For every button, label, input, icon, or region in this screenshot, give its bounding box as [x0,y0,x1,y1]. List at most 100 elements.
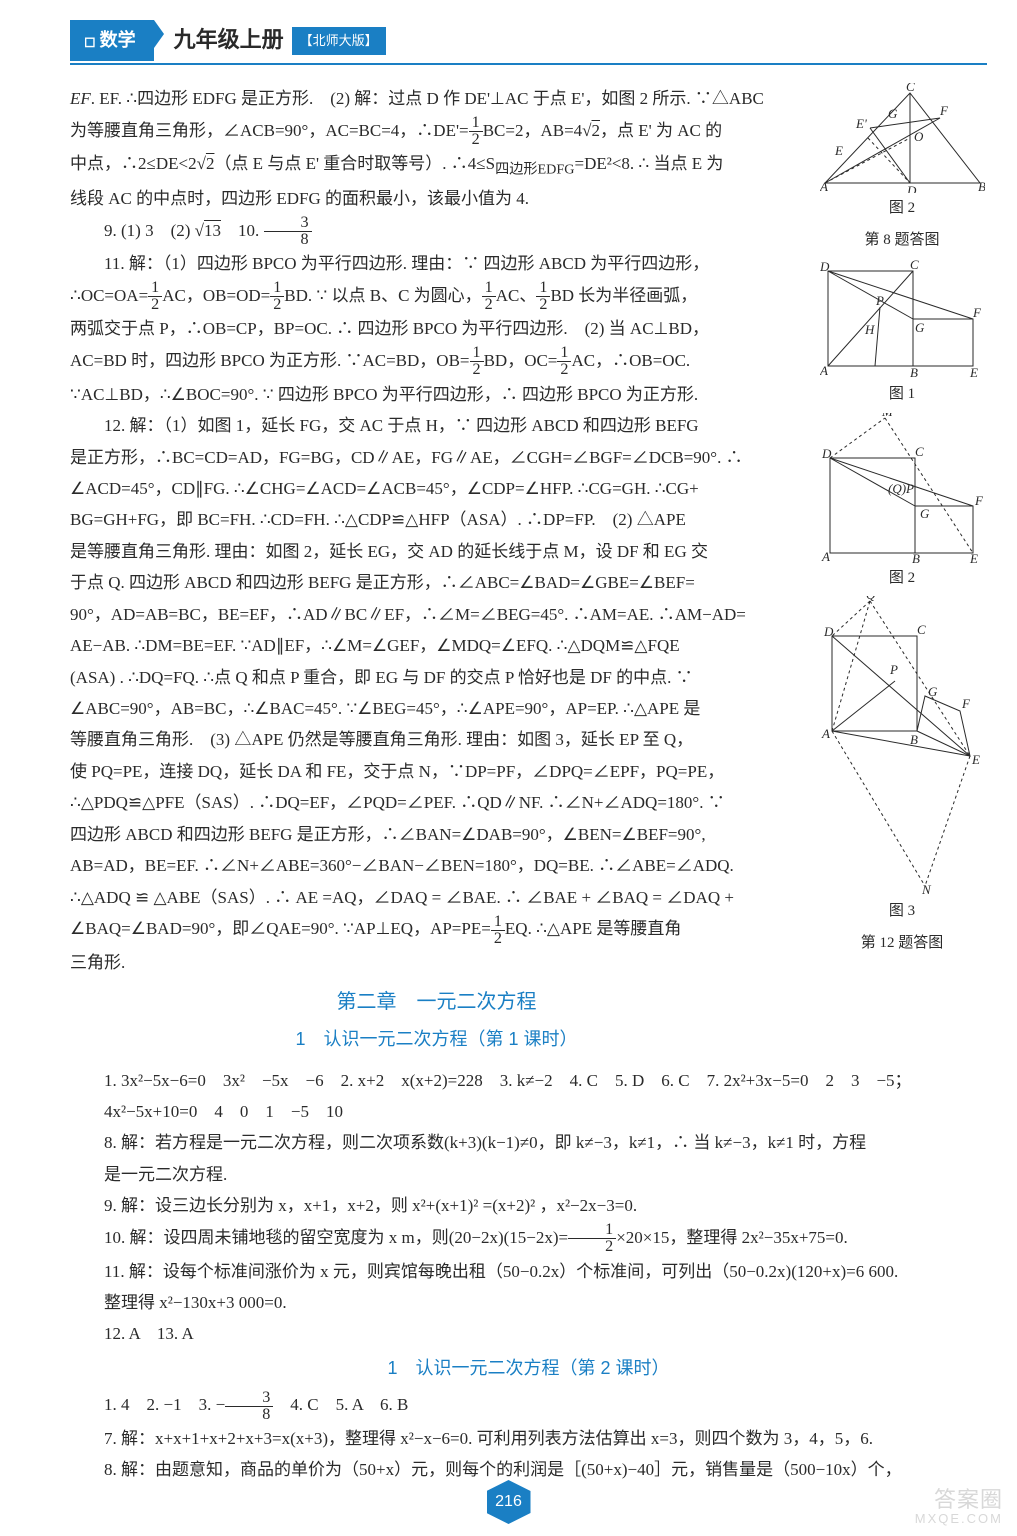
figures-column: AB CD E'E FO G 图 2 第 8 题答图 AB CD EF [817,83,987,1060]
t: EQ. ∴△APE 是等腰直角 [505,919,681,938]
figure-2a: AB CD E'E FO G [820,83,985,193]
svg-text:C: C [906,83,915,94]
grade-title: 九年级上册 [174,20,284,61]
svg-text:O: O [914,129,924,144]
t: 1. 4 2. −1 3. − [104,1395,225,1414]
frac: 38 [264,215,312,248]
para: AB=AD，BE=EF. ∴∠N+∠ABE=360°−∠BAN−∠BEN=180… [70,850,803,881]
svg-text:F: F [961,696,971,711]
svg-text:A: A [820,179,828,193]
svg-text:A: A [821,549,830,563]
frac: 38 [225,1390,273,1423]
svg-text:B: B [910,365,918,379]
svg-text:N: N [921,882,932,896]
fig-label: 图 1 [817,381,987,409]
frac: 12 [270,280,284,313]
t: BD 长为半径画弧， [550,286,697,305]
para: 9. (1) 3 (2) √13 10. 38 [70,215,803,249]
watermark-main: 答案圈 [915,1488,1003,1512]
svg-text:A: A [821,726,830,741]
section-title-2: 1 认识一元二次方程（第 2 课时） [70,1352,987,1385]
svg-text:F: F [939,103,949,118]
svg-text:G: G [888,106,898,121]
para: 使 PQ=PE，连接 DQ，延长 DA 和 FE，交于点 N，∵DP=PF，∠D… [70,756,803,787]
fig-label: 图 2 [817,195,987,223]
figure-2b: AB CD EF GM (Q)P [820,413,985,563]
para: (ASA) . ∴DQ=FQ. ∴点 Q 和点 P 重合，即 EG 与 DF 的… [70,662,803,693]
frac: 12 [482,280,496,313]
para: 10. 解：设四周未铺地毯的留空宽度为 x m，则(20−2x)(15−2x)=… [70,1222,987,1256]
frac: 12 [557,345,571,378]
para: 是等腰直角三角形. 理由：如图 2，延长 EG，交 AD 的延长线于点 M，设 … [70,536,803,567]
para: ∠ABC=90°，AB=BC，∴∠BAC=45°. ∵∠BEG=45°，∴∠AP… [70,693,803,724]
t: BC=2，AB=4 [483,121,582,140]
page-header: 数学 九年级上册 【北师大版】 [70,20,987,65]
fig-label: 第 8 题答图 [817,227,987,255]
t: 9. (1) 3 (2) [104,221,195,240]
text-column: EF. EF. ∴四边形 EDFG 是正方形. (2) 解：过点 D 作 DE'… [70,83,803,1060]
frac: 12 [469,115,483,148]
para: ∴△ADQ ≌ △ABE（SAS）. ∴ AE =AQ，∠DAQ = ∠BAE.… [70,882,803,913]
svg-text:M: M [881,413,894,419]
para: 8. 解：若方程是一元二次方程，则二次项系数(k+3)(k−1)≠0，即 k≠−… [70,1127,987,1158]
svg-text:C: C [915,444,924,459]
frac: 12 [148,280,162,313]
para: BG=GH+FG，即 BC=FH. ∴CD=FH. ∴△CDP≌△HFP（ASA… [70,504,803,535]
fig-label: 第 12 题答图 [817,930,987,958]
para: 11. 解：设每个标准间涨价为 x 元，则宾馆每晚出租（50−0.2x）个标准间… [70,1256,987,1287]
frac: 12 [536,280,550,313]
subject-tag: 数学 [70,20,154,61]
svg-text:C: C [917,622,926,637]
para: 四边形 ABCD 和四边形 BEFG 是正方形，∴∠BAN=∠DAB=90°，∠… [70,819,803,850]
t: BD. ∵ 以点 B、C 为圆心， [284,286,481,305]
fig-label: 图 3 [817,898,987,926]
svg-text:G: G [915,320,925,335]
t: 中点，∴2≤DE<2 [70,154,197,173]
para: 两弧交于点 P，∴OB=CP，BP=OC. ∴ 四边形 BPCO 为平行四边形.… [70,313,803,344]
para: AC=BD 时，四边形 BPCO 为正方形. ∵AC=BD，OB=12BD，OC… [70,345,803,379]
svg-text:E': E' [855,116,867,131]
para: 1. 3x²−5x−6=0 3x² −5x −6 2. x+2 x(x+2)=2… [70,1065,987,1096]
t: （点 E 与点 E' 重合时取等号）. ∴4≤S [214,154,495,173]
para: 于点 Q. 四边形 ABCD 和四边形 BEFG 是正方形，∴∠ABC=∠BAD… [70,567,803,598]
svg-text:D: D [823,624,834,639]
svg-text:D: D [821,446,832,461]
sub: 四边形EDFG [495,162,574,178]
svg-text:(Q)P: (Q)P [888,481,914,496]
t: 4. C 5. A 6. B [273,1395,408,1414]
svg-text:G: G [920,506,930,521]
para: 12. 解：（1）如图 1，延长 FG，交 AC 于点 H，∵ 四边形 ABCD… [70,410,803,441]
svg-text:E: E [969,365,978,379]
para: 4x²−5x+10=0 4 0 1 −5 10 [70,1096,987,1127]
t: 10. [221,221,264,240]
t: 10. 解：设四周未铺地毯的留空宽度为 x m，则(20−2x)(15−2x)= [104,1228,568,1247]
para: 线段 AC 的中点时，四边形 EDFG 的面积最小，该最小值为 4. [70,183,803,214]
t: AC，∴OB=OC. [571,351,690,370]
bottom-section-1: 1. 3x²−5x−6=0 3x² −5x −6 2. x+2 x(x+2)=2… [70,1065,987,1486]
t: 为等腰直角三角形，∠ACB=90°，AC=BC=4，∴DE'= [70,121,469,140]
para: 7. 解：x+x+1+x+2+x+3=x(x+3)，整理得 x²−x−6=0. … [70,1423,987,1454]
figure-1: AB CD EF GH P [820,259,985,379]
t: AC=BD 时，四边形 BPCO 为正方形. ∵AC=BD，OB= [70,351,470,370]
para: ∵AC⊥BD，∴∠BOC=90°. ∵ 四边形 BPCO 为平行四边形，∴ 四边… [70,379,803,410]
svg-text:E: E [834,143,843,158]
para: 为等腰直角三角形，∠ACB=90°，AC=BC=4，∴DE'=12BC=2，AB… [70,115,803,149]
para: 等腰直角三角形. (3) △APE 仍然是等腰直角三角形. 理由：如图 3，延长… [70,724,803,755]
t: AC，OB=OD= [162,286,270,305]
para: 9. 解：设三边长分别为 x，x+1，x+2，则 x²+(x+1)² =(x+2… [70,1190,987,1221]
t: EF. ∴四边形 EDFG 是正方形. (2) 解：过点 D 作 DE'⊥AC … [99,89,764,108]
t: ，点 E' 为 AC 的 [600,121,722,140]
para: ∴OC=OA=12AC，OB=OD=12BD. ∵ 以点 B、C 为圆心，12A… [70,280,803,314]
svg-text:G: G [928,684,938,699]
para: 12. A 13. A [70,1318,987,1349]
svg-text:P: P [889,662,898,677]
t: ∠BAQ=∠BAD=90°，即∠QAE=90°. ∵AP⊥EQ，AP=PE= [70,919,491,938]
t: AC、 [496,286,537,305]
watermark: 答案圈 MXQE.COM [915,1488,1003,1526]
para: ∠ACD=45°，CD∥FG. ∴∠CHG=∠ACD=∠ACB=45°，∠CDP… [70,473,803,504]
edition-tag: 【北师大版】 [292,27,386,55]
svg-text:H: H [864,322,875,337]
svg-text:E: E [969,551,978,563]
svg-text:Q: Q [866,596,876,602]
para: 三角形. [70,947,803,978]
